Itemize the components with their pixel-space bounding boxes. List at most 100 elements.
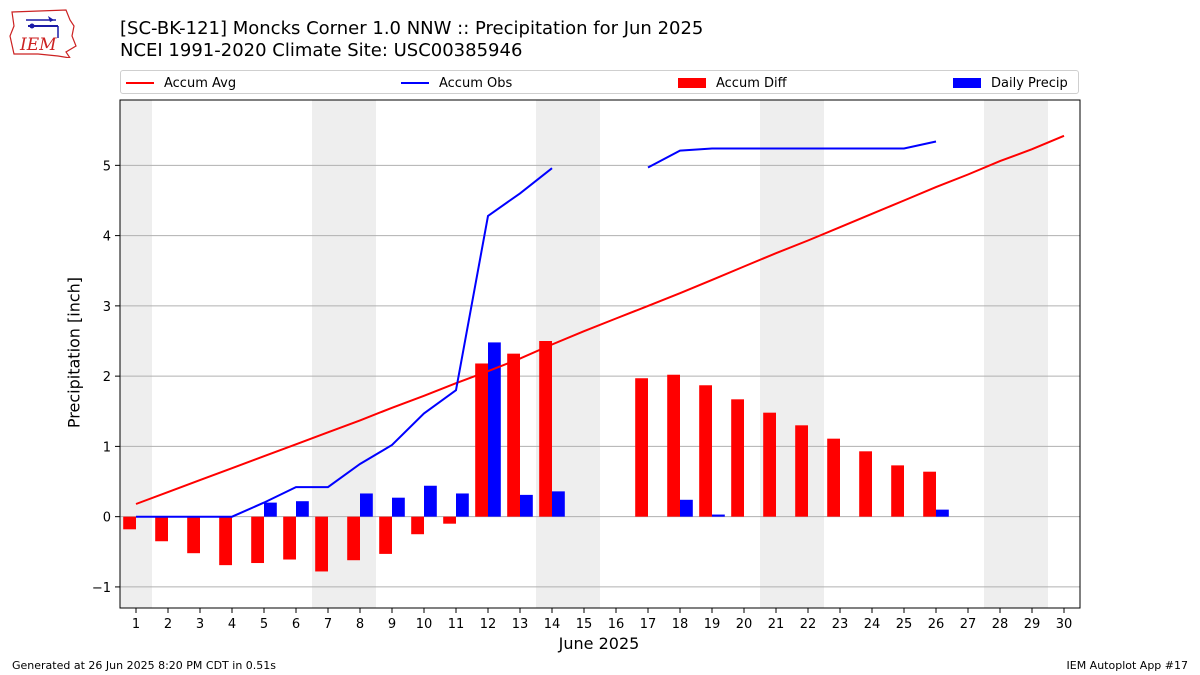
- iem-logo-text: IEM: [19, 35, 57, 55]
- weekend-shade-day-29: [1016, 100, 1048, 608]
- accum-diff-bar-day-23: [827, 438, 840, 517]
- daily-precip-bar-day-19: [712, 514, 725, 517]
- x-tick-label-27: 27: [960, 617, 977, 632]
- weekend-shade-day-22: [792, 100, 824, 608]
- weekend-shade-day-21: [760, 100, 792, 608]
- legend-label-daily-precip: Daily Precip: [991, 75, 1068, 91]
- legend-item-accum-obs: Accum Obs: [401, 74, 512, 92]
- x-tick-label-1: 1: [132, 617, 140, 632]
- x-tick-label-23: 23: [832, 617, 849, 632]
- chart-legend: Accum Avg Accum Obs Accum Diff Daily Pre…: [120, 70, 1079, 94]
- accum-obs-line-segment-0: [136, 167, 553, 518]
- iem-logo: IEM: [9, 9, 77, 58]
- x-tick-label-15: 15: [576, 617, 593, 632]
- x-axis-label: June 2025: [558, 634, 640, 653]
- legend-label-accum-diff: Accum Diff: [716, 75, 787, 91]
- accum-diff-bar-day-1: [123, 516, 136, 530]
- accum-diff-bar-day-21: [763, 412, 776, 517]
- daily-precip-bar-day-12: [488, 342, 501, 517]
- legend-swatch-daily-precip: [953, 78, 981, 88]
- accum-diff-bar-day-9: [379, 516, 392, 554]
- x-tick-label-8: 8: [356, 617, 364, 632]
- x-tick-label-24: 24: [864, 617, 881, 632]
- x-tick-label-25: 25: [896, 617, 913, 632]
- x-tick-label-20: 20: [736, 617, 753, 632]
- accum-avg-line-segment-0: [135, 134, 1065, 505]
- daily-precip-bar-day-9: [392, 497, 405, 517]
- legend-label-accum-obs: Accum Obs: [439, 75, 513, 91]
- x-tick-label-9: 9: [388, 617, 396, 632]
- legend-item-accum-avg: Accum Avg: [126, 74, 236, 92]
- daily-precip-bar-day-10: [424, 485, 437, 517]
- y-axis-label: Precipitation [inch]: [64, 276, 84, 429]
- daily-precip-bar-day-6: [296, 501, 309, 517]
- y-tick-label-2: 2: [103, 370, 111, 385]
- daily-precip-bar-day-11: [456, 493, 469, 517]
- x-tick-label-19: 19: [704, 617, 721, 632]
- legend-swatch-accum-obs: [401, 82, 429, 84]
- x-tick-label-5: 5: [260, 617, 268, 632]
- legend-swatch-accum-diff: [678, 78, 706, 88]
- y-tick-label-1: 1: [103, 440, 111, 455]
- accum-diff-bar-day-4: [219, 516, 232, 566]
- x-tick-label-26: 26: [928, 617, 945, 632]
- x-tick-label-29: 29: [1024, 617, 1041, 632]
- x-tick-label-14: 14: [544, 617, 561, 632]
- x-tick-label-4: 4: [228, 617, 236, 632]
- weekend-shade-day-28: [984, 100, 1016, 608]
- plot-frame: [119, 99, 1081, 609]
- accum-diff-bar-day-5: [251, 516, 264, 564]
- accum-diff-bar-day-22: [795, 425, 808, 517]
- x-tick-label-11: 11: [448, 617, 465, 632]
- accum-diff-bar-day-7: [315, 516, 328, 572]
- accum-diff-bar-day-18: [667, 374, 680, 517]
- daily-precip-bar-day-13: [520, 494, 533, 517]
- x-tick-label-21: 21: [768, 617, 785, 632]
- x-tick-label-12: 12: [480, 617, 497, 632]
- accum-diff-bar-day-17: [635, 378, 648, 517]
- chart-title-line2: NCEI 1991-2020 Climate Site: USC00385946: [120, 40, 523, 61]
- x-tick-label-6: 6: [292, 617, 300, 632]
- y-tick-label-5: 5: [103, 159, 111, 174]
- y-tick-label--1: −1: [92, 581, 111, 596]
- accum-diff-bar-day-26: [923, 471, 936, 517]
- x-tick-label-2: 2: [164, 617, 172, 632]
- daily-precip-bar-day-8: [360, 493, 373, 517]
- daily-precip-bar-day-18: [680, 499, 693, 517]
- accum-diff-bar-day-8: [347, 516, 360, 561]
- accum-diff-bar-day-10: [411, 516, 424, 535]
- y-tick-label-3: 3: [103, 300, 111, 315]
- x-tick-label-10: 10: [416, 617, 433, 632]
- daily-precip-bar-day-5: [264, 502, 277, 517]
- y-tick-label-4: 4: [103, 230, 111, 245]
- daily-precip-bar-day-14: [552, 491, 565, 517]
- accum-diff-bar-day-20: [731, 399, 744, 517]
- x-tick-label-16: 16: [608, 617, 625, 632]
- generated-timestamp: Generated at 26 Jun 2025 8:20 PM CDT in …: [12, 659, 277, 672]
- x-tick-label-17: 17: [640, 617, 657, 632]
- legend-swatch-accum-avg: [126, 82, 154, 84]
- x-tick-label-22: 22: [800, 617, 817, 632]
- x-tick-label-13: 13: [512, 617, 529, 632]
- accum-diff-bar-day-3: [187, 516, 200, 554]
- weekend-shade-day-1: [120, 100, 152, 608]
- legend-label-accum-avg: Accum Avg: [164, 75, 237, 91]
- legend-item-daily-precip: Daily Precip: [953, 74, 1068, 92]
- accum-diff-bar-day-19: [699, 385, 712, 517]
- x-tick-label-18: 18: [672, 617, 689, 632]
- accum-diff-bar-day-11: [443, 516, 456, 524]
- legend-item-accum-diff: Accum Diff: [678, 74, 787, 92]
- accum-diff-bar-day-25: [891, 465, 904, 517]
- daily-precip-bar-day-26: [936, 509, 949, 517]
- accum-diff-bar-day-2: [155, 516, 168, 542]
- app-credit: IEM Autoplot App #17: [1066, 659, 1189, 672]
- accum-diff-bar-day-24: [859, 451, 872, 517]
- chart-title: [SC-BK-121] Moncks Corner 1.0 NNW :: Pre…: [120, 18, 703, 62]
- x-tick-label-30: 30: [1056, 617, 1073, 632]
- chart-title-line1: [SC-BK-121] Moncks Corner 1.0 NNW :: Pre…: [120, 18, 704, 39]
- accum-obs-line-segment-1: [647, 140, 937, 169]
- accum-diff-bar-day-14: [539, 341, 552, 517]
- accum-diff-bar-day-13: [507, 353, 520, 517]
- weekend-shade-day-15: [568, 100, 600, 608]
